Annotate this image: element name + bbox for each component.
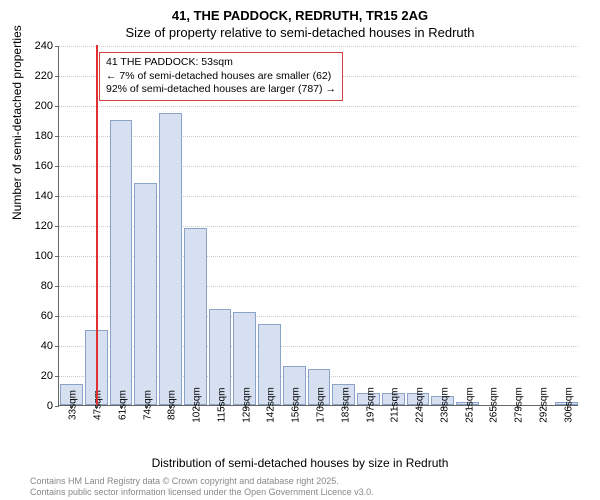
- chart-title-sub: Size of property relative to semi-detach…: [0, 23, 600, 44]
- x-tick-label: 142sqm: [262, 387, 277, 423]
- y-tick-label: 140: [35, 190, 59, 202]
- x-tick-label: 156sqm: [287, 387, 302, 423]
- histogram-bar: [134, 183, 157, 405]
- annotation-line2: ← 7% of semi-detached houses are smaller…: [106, 70, 336, 84]
- y-tick-label: 0: [47, 400, 59, 412]
- x-tick-label: 211sqm: [386, 388, 401, 423]
- x-tick-label: 74sqm: [138, 390, 153, 420]
- y-tick-label: 20: [41, 370, 59, 382]
- histogram-bar: [159, 113, 182, 406]
- y-tick-label: 220: [35, 70, 59, 82]
- x-tick-label: 102sqm: [188, 387, 203, 423]
- x-tick-label: 306sqm: [559, 387, 574, 423]
- gridline: [59, 46, 578, 47]
- x-tick-label: 292sqm: [534, 387, 549, 423]
- y-axis-label: Number of semi-detached properties: [10, 25, 24, 220]
- y-tick-label: 100: [35, 250, 59, 262]
- histogram-bar: [184, 228, 207, 405]
- footer-attribution: Contains HM Land Registry data © Crown c…: [30, 476, 374, 498]
- gridline: [59, 106, 578, 107]
- x-tick-label: 61sqm: [113, 390, 128, 420]
- x-tick-label: 279sqm: [510, 387, 525, 423]
- x-tick-label: 197sqm: [361, 387, 376, 423]
- y-tick-label: 180: [35, 130, 59, 142]
- gridline: [59, 166, 578, 167]
- x-tick-label: 33sqm: [64, 390, 79, 420]
- x-tick-label: 183sqm: [336, 387, 351, 423]
- histogram-bar: [110, 120, 133, 405]
- annotation-line1: 41 THE PADDOCK: 53sqm: [106, 56, 336, 70]
- property-marker-line: [96, 45, 98, 405]
- y-tick-label: 240: [35, 40, 59, 52]
- x-tick-label: 224sqm: [411, 387, 426, 423]
- y-tick-label: 120: [35, 220, 59, 232]
- gridline: [59, 136, 578, 137]
- x-tick-label: 129sqm: [237, 387, 252, 423]
- chart-container: 41, THE PADDOCK, REDRUTH, TR15 2AG Size …: [0, 0, 600, 500]
- footer-line1: Contains HM Land Registry data © Crown c…: [30, 476, 374, 487]
- x-tick-label: 251sqm: [460, 387, 475, 423]
- y-tick-label: 160: [35, 160, 59, 172]
- footer-line2: Contains public sector information licen…: [30, 487, 374, 498]
- y-tick-label: 60: [41, 310, 59, 322]
- x-tick-label: 238sqm: [435, 387, 450, 423]
- chart-title-main: 41, THE PADDOCK, REDRUTH, TR15 2AG: [0, 0, 600, 23]
- x-tick-label: 88sqm: [163, 390, 178, 420]
- y-tick-label: 200: [35, 100, 59, 112]
- annotation-line3: 92% of semi-detached houses are larger (…: [106, 83, 336, 97]
- y-tick-label: 40: [41, 340, 59, 352]
- x-tick-label: 115sqm: [212, 388, 227, 423]
- x-tick-label: 170sqm: [312, 387, 327, 423]
- plot-area: 02040608010012014016018020022024033sqm47…: [58, 46, 578, 406]
- x-axis-label: Distribution of semi-detached houses by …: [0, 456, 600, 470]
- annotation-box: 41 THE PADDOCK: 53sqm ← 7% of semi-detac…: [99, 52, 343, 101]
- y-tick-label: 80: [41, 280, 59, 292]
- x-tick-label: 265sqm: [485, 387, 500, 423]
